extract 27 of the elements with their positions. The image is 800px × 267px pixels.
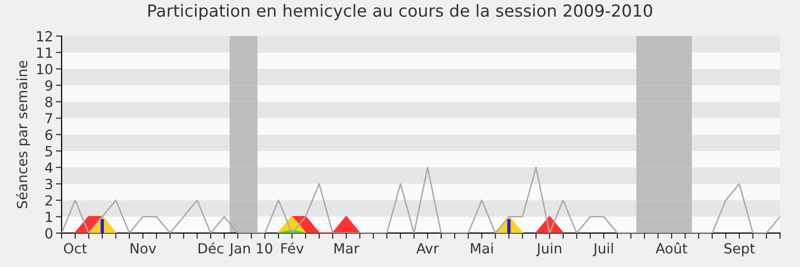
y-tick-label: 1 — [46, 212, 52, 222]
x-tick-label: Nov — [130, 243, 156, 254]
y-tick-label: 2 — [45, 195, 52, 206]
x-tick-label: Mai — [470, 242, 493, 254]
y-tick-label: 0 — [45, 228, 52, 239]
y-tick-label: 5 — [46, 146, 52, 156]
chart-title: Participation en hemicycle au cours de la session 2009-2010 — [148, 4, 652, 20]
y-tick-label: 12 — [37, 31, 52, 42]
x-tick-label: Oct — [64, 243, 87, 254]
y-tick-label: 7 — [46, 113, 52, 124]
x-tick-label: Déc — [198, 242, 224, 254]
x-tick-label: Fév — [281, 242, 304, 254]
x-tick-label: Août — [656, 242, 688, 254]
y-tick-label: 8 — [45, 96, 52, 108]
y-tick-label: 11 — [37, 48, 52, 58]
x-tick-label: Avr — [416, 243, 439, 254]
y-tick-label: 4 — [45, 162, 52, 173]
x-tick-label: Sept — [724, 243, 755, 256]
y-tick-label: 6 — [45, 130, 52, 140]
x-tick-label: Jan 10 — [228, 243, 272, 256]
x-tick-label: Mar — [334, 243, 360, 254]
y-tick-label: 9 — [45, 80, 52, 91]
y-tick-label: 3 — [45, 178, 52, 190]
x-tick-label: Juil — [592, 242, 613, 256]
x-tick-label: Juin — [536, 242, 562, 256]
y-axis-title: Séances par semaine — [16, 60, 30, 208]
y-tick-label: 10 — [37, 64, 52, 74]
